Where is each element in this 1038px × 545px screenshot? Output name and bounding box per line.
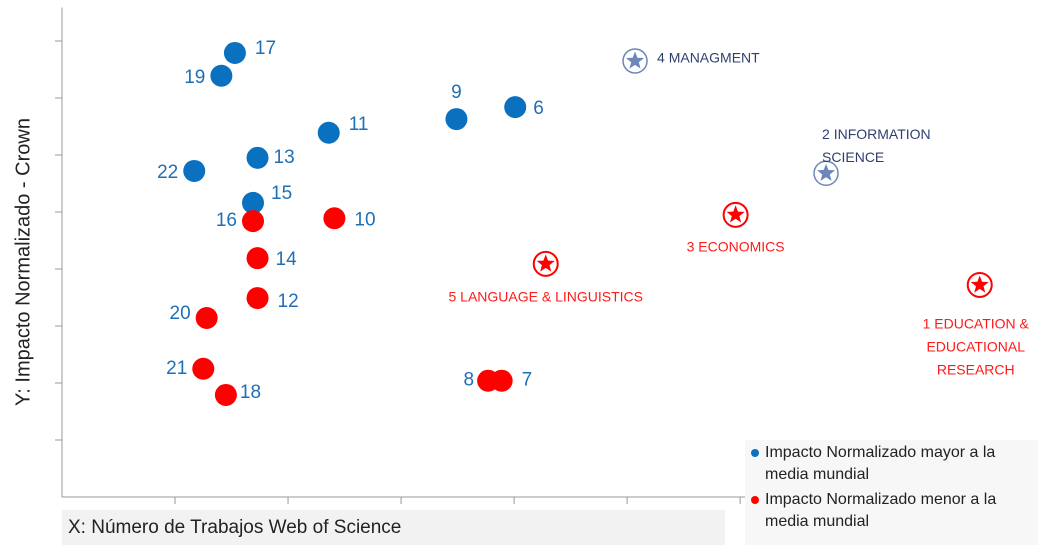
star-point: [966, 271, 993, 298]
star: [626, 51, 645, 69]
point-label: 20: [170, 303, 191, 324]
legend: Impacto Normalizado mayor a la media mun…: [745, 440, 1038, 545]
point: [183, 159, 206, 182]
star-label: 4 MANAGMENT: [657, 50, 760, 66]
point-label: 16: [216, 210, 237, 231]
point: [317, 121, 340, 144]
point-label: 9: [451, 82, 462, 103]
legend-label: Impacto Normalizado menor a la media mun…: [765, 491, 997, 530]
legend-entry: Impacto Normalizado menor a la media mun…: [751, 489, 1032, 533]
star: [726, 205, 745, 223]
point: [210, 64, 233, 87]
point-label: 21: [166, 358, 187, 379]
star-point: [722, 201, 749, 228]
point: [242, 210, 265, 233]
star: [817, 163, 836, 181]
point: [246, 247, 269, 270]
star: [536, 254, 555, 272]
y-axis-title: Y: Impacto Normalizado - Crown: [12, 118, 34, 406]
legend-swatch: [751, 496, 759, 504]
point: [490, 369, 513, 392]
star-label: RESEARCH: [937, 362, 1015, 378]
legend-label: Impacto Normalizado mayor a la media mun…: [765, 444, 996, 483]
star-point: [532, 250, 559, 277]
point-label: 10: [354, 209, 375, 230]
point: [195, 307, 218, 330]
point: [246, 146, 269, 169]
legend-swatch: [751, 449, 759, 457]
point-label: 7: [522, 370, 533, 391]
star-point: [622, 48, 648, 74]
star-label: 1 EDUCATION &: [923, 316, 1030, 332]
point-label: 6: [533, 98, 544, 119]
point-label: 8: [464, 370, 475, 391]
point: [214, 383, 237, 406]
point: [445, 108, 468, 131]
star-label: 5 LANGUAGE & LINGUISTICS: [448, 289, 643, 305]
legend-entry: Impacto Normalizado mayor a la media mun…: [751, 442, 1032, 486]
star-label: 2 INFORMATION: [822, 126, 931, 142]
point-label: 22: [157, 162, 178, 183]
point-label: 17: [255, 38, 276, 59]
star-label: EDUCATIONAL: [926, 339, 1025, 355]
point-label: 11: [349, 114, 369, 135]
star-label: 3 ECONOMICS: [687, 239, 785, 255]
point: [323, 207, 346, 230]
point-label: 13: [274, 147, 295, 168]
point-label: 12: [278, 291, 299, 312]
point: [192, 357, 215, 380]
x-axis-title: X: Número de Trabajos Web of Science: [62, 510, 725, 545]
point: [242, 191, 265, 214]
point: [223, 41, 246, 64]
point: [246, 287, 269, 310]
point-label: 14: [276, 249, 298, 270]
point: [504, 96, 527, 119]
star: [970, 275, 989, 293]
star-label: SCIENCE: [822, 149, 884, 165]
point-label: 15: [271, 183, 292, 204]
point-label: 18: [240, 382, 261, 403]
star-point: [813, 160, 839, 186]
point-label: 19: [184, 67, 205, 88]
